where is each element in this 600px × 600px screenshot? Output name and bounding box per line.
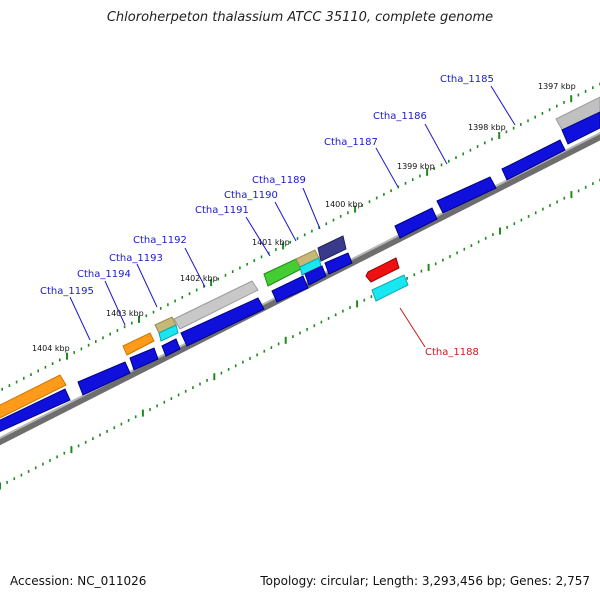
cds-ctha-1195 [77,361,131,396]
gene-labels: Ctha_1185 Ctha_1186 Ctha_1187 Ctha_1189 … [40,74,494,358]
feature-navy-1189 [317,235,347,262]
cds-ctha-1190 [271,275,309,303]
gene-label-ctha-1195: Ctha_1195 [40,286,94,297]
feature-cyan-1188 [371,274,409,302]
ruler-label-1399: 1399 kbp [397,162,435,171]
ruler-label-1403: 1403 kbp [106,309,144,318]
feature-gray-1185 [555,96,600,134]
gene-label-ctha-1192: Ctha_1192 [133,235,187,246]
feature-cyan-1193 [158,324,179,342]
gene-label-ctha-1193: Ctha_1193 [109,253,163,264]
gene-label-ctha-1191: Ctha_1191 [195,205,249,216]
ruler-label-1398: 1398 kbp [468,123,506,132]
gene-label-ctha-1185: Ctha_1185 [440,74,494,85]
cds-ctha-1187 [436,176,497,214]
cds-ctha-1185 [561,111,600,145]
map-title: Chloroherpeton thalassium ATCC 35110, co… [106,10,494,25]
features-forward-cds [0,111,600,433]
gene-label-ctha-1194: Ctha_1194 [77,269,131,280]
gene-label-ctha-1189: Ctha_1189 [252,175,306,186]
ruler-labels: 1397 kbp 1398 kbp 1399 kbp 1400 kbp 1401… [32,82,576,353]
ruler-label-1402: 1402 kbp [180,274,218,283]
feature-red-1188 [365,257,400,283]
gene-label-ctha-1188: Ctha_1188 [425,347,479,358]
cds-ctha-1193 [161,338,181,357]
ruler-label-1400: 1400 kbp [325,200,363,209]
label-leaders [69,85,516,348]
feature-orange-1195 [0,374,67,419]
gene-label-ctha-1190: Ctha_1190 [224,190,278,201]
features-reverse [365,257,409,302]
tick-row-outer [1,82,600,391]
cds-ctha-1189 [324,252,353,275]
genome-summary-text: Topology: circular; Length: 3,293,456 bp… [260,574,590,588]
accession-text: Accession: NC_011026 [10,574,147,588]
gene-label-ctha-1186: Ctha_1186 [373,111,427,122]
features-forward-outer [0,96,600,419]
cds-ctha-1196 [0,388,71,433]
cds-ctha-1194 [129,347,159,371]
ruler-label-1404: 1404 kbp [32,344,70,353]
tick-row-inner [0,178,600,490]
cds-ctha-1189b [304,265,327,286]
ruler-label-1401: 1401 kbp [252,238,290,247]
cds-ctha-1186 [501,139,566,181]
feature-gray-1192 [173,280,259,330]
feature-orange-1194 [122,332,155,356]
cds-ctha-1187b [394,207,438,239]
cds-ctha-1192 [180,297,265,347]
gene-label-ctha-1187: Ctha_1187 [324,137,378,148]
ruler-label-1397: 1397 kbp [538,82,576,91]
